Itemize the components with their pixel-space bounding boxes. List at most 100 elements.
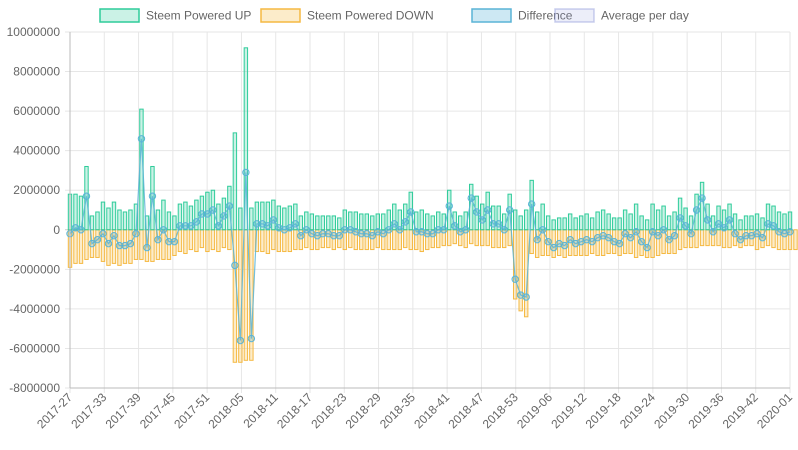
bar-steem-powered-up: [155, 209, 161, 231]
bar-steem-powered-down: [199, 229, 205, 249]
bar-steem-powered-down: [161, 229, 166, 260]
bar-steem-powered-up: [716, 205, 721, 231]
difference-point: [170, 237, 179, 246]
bar-steem-powered-down: [628, 229, 633, 255]
difference-point: [445, 202, 453, 210]
difference-point: [148, 192, 157, 200]
difference-point: [742, 232, 750, 240]
difference-point: [209, 206, 217, 214]
bar-steem-powered-up: [699, 181, 705, 231]
x-tick-label: 2018-05: [206, 390, 247, 431]
difference-point: [82, 192, 91, 200]
legend-swatch-difference: [471, 8, 512, 23]
x-tick-label: 2019-24: [617, 390, 658, 431]
legend-swatch-average: [554, 8, 595, 23]
bar-steem-powered-down: [408, 229, 413, 251]
difference-point: [643, 243, 651, 252]
bar-steem-powered-up: [595, 211, 600, 231]
bar-steem-powered-up: [573, 217, 578, 231]
bar-steem-powered-up: [249, 207, 254, 231]
y-tick-label: 0: [53, 223, 60, 237]
bar-steem-powered-up: [381, 213, 386, 231]
difference-point: [110, 232, 118, 240]
x-tick-label: 2020-01: [754, 390, 795, 431]
difference-point: [176, 222, 184, 230]
difference-point: [451, 222, 459, 230]
difference-point: [302, 226, 311, 234]
difference-point: [77, 226, 85, 234]
bar-steem-powered-up: [650, 203, 655, 231]
bar-steem-powered-up: [298, 215, 304, 231]
y-tick-label: 10000000: [7, 25, 61, 39]
legend-item-down[interactable]: Steem Powered DOWN: [260, 8, 434, 23]
legend-item-up[interactable]: Steem Powered UP: [99, 8, 251, 23]
difference-point: [335, 232, 344, 240]
difference-point: [484, 206, 492, 214]
difference-point: [670, 232, 679, 240]
bar-steem-powered-up: [188, 205, 194, 231]
legend-swatch-down: [260, 8, 301, 23]
difference-point: [434, 226, 442, 234]
legend-swatch-up: [99, 8, 140, 23]
difference-point: [291, 220, 300, 228]
bar-steem-powered-down: [727, 229, 732, 249]
difference-point: [478, 216, 486, 224]
bar-steem-powered-up: [738, 219, 743, 231]
bar-steem-powered-up: [639, 215, 644, 231]
bar-steem-powered-up: [403, 203, 408, 231]
x-tick-label: 2017-33: [68, 390, 109, 431]
bar-steem-powered-up: [540, 203, 545, 231]
difference-point: [654, 232, 662, 240]
bar-steem-powered-up: [523, 209, 529, 231]
difference-point: [203, 210, 212, 218]
bar-steem-powered-up: [315, 215, 320, 231]
legend-label-difference: Difference: [518, 9, 573, 23]
bar-steem-powered-up: [172, 215, 177, 231]
bar-steem-powered-down: [205, 229, 210, 253]
bar-steem-powered-down: [496, 229, 501, 249]
bar-steem-powered-down: [765, 229, 771, 247]
difference-point: [676, 214, 684, 222]
difference-point: [242, 168, 250, 177]
y-tick-label: -2000000: [9, 262, 60, 276]
difference-point: [297, 232, 305, 240]
bar-steem-powered-up: [276, 205, 282, 231]
bar-steem-powered-down: [227, 229, 232, 251]
bar-steem-powered-up: [611, 217, 617, 231]
difference-point: [786, 228, 794, 236]
difference-point: [489, 220, 497, 228]
x-tick-label: 2018-47: [446, 390, 487, 431]
bar-steem-powered-up: [622, 209, 628, 231]
bar-steem-powered-up: [320, 215, 326, 231]
bar-steem-powered-down: [188, 229, 194, 251]
x-tick-label: 2017-39: [103, 390, 144, 431]
difference-point: [495, 220, 503, 228]
bar-steem-powered-down: [276, 229, 282, 253]
bar-steem-powered-up: [183, 201, 188, 231]
difference-point: [549, 243, 558, 252]
x-tick-label: 2018-41: [411, 390, 452, 431]
bars-up-layer: [67, 47, 793, 231]
bar-steem-powered-down: [683, 229, 688, 249]
bar-steem-powered-down: [595, 229, 600, 256]
bar-steem-powered-up: [271, 199, 276, 231]
bar-steem-powered-down: [271, 229, 276, 251]
bar-steem-powered-up: [392, 203, 397, 231]
difference-point: [681, 222, 690, 230]
legend-item-difference[interactable]: Difference: [471, 8, 573, 23]
legend-label-up: Steem Powered UP: [146, 9, 251, 23]
legend[interactable]: Steem Powered UP Steem Powered DOWN Differ…: [99, 8, 689, 23]
bar-steem-powered-up: [458, 215, 463, 231]
difference-point: [247, 334, 256, 343]
bar-steem-powered-down: [480, 229, 485, 247]
legend-item-average[interactable]: Average per day: [554, 8, 689, 23]
bar-steem-powered-down: [721, 229, 727, 249]
bar-steem-powered-up: [89, 215, 95, 231]
difference-point: [385, 226, 393, 234]
difference-point: [731, 230, 739, 238]
bar-steem-powered-up: [655, 209, 661, 231]
bar-steem-powered-up: [644, 219, 650, 231]
bar-steem-powered-down: [491, 229, 496, 249]
x-tick-label: 2018-29: [343, 390, 384, 431]
difference-point: [253, 220, 261, 228]
